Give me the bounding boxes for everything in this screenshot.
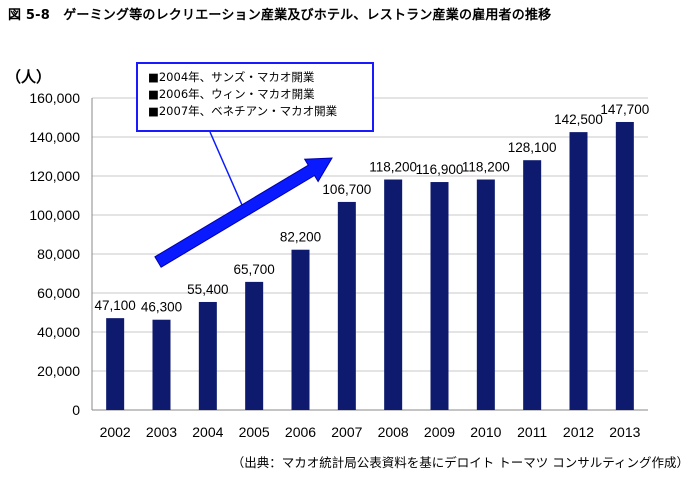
bar xyxy=(245,281,264,410)
value-label: 118,200 xyxy=(369,160,417,175)
annotation-line: ■2006年、ウィン・マカオ開業 xyxy=(148,87,315,101)
value-label: 65,700 xyxy=(234,262,275,277)
y-tick-label: 120,000 xyxy=(29,168,80,184)
bar xyxy=(523,160,542,410)
bar xyxy=(569,132,588,410)
y-tick-label: 20,000 xyxy=(37,363,80,379)
growth-arrow xyxy=(154,131,333,268)
bar xyxy=(152,319,171,410)
value-label: 47,100 xyxy=(95,298,136,313)
y-tick-label: 140,000 xyxy=(29,129,80,145)
value-label: 142,500 xyxy=(554,112,603,127)
x-tick-labels: 2002 2003 2004 2005 2006 2007 2008 2009 2010 2011… xyxy=(100,424,641,440)
bar xyxy=(106,318,125,410)
value-label: 147,700 xyxy=(600,102,649,117)
x-tick-label: 2010 xyxy=(470,424,501,440)
source-note: （出典：マカオ統計局公表資料を基にデロイト トーマツ コンサルティング作成） xyxy=(231,455,689,470)
growth-arrow-shape xyxy=(154,157,333,268)
chart-title: 図 5-8 ゲーミング等のレクリエーション産業及びホテル、レストラン産業の雇用者… xyxy=(8,8,552,23)
bar xyxy=(291,249,310,410)
bar xyxy=(430,182,449,410)
x-tick-label: 2007 xyxy=(331,424,362,440)
annotation-line: ■2007年、ベネチアン・マカオ開業 xyxy=(148,104,338,118)
x-tick-label: 2004 xyxy=(192,424,223,440)
x-tick-label: 2005 xyxy=(239,424,270,440)
y-tick-label: 60,000 xyxy=(37,285,80,301)
y-tick-label: 40,000 xyxy=(37,324,80,340)
bar xyxy=(198,301,217,410)
annotation-connector xyxy=(209,131,243,206)
value-labels: 47,100 46,300 55,400 65,700 82,200 106,700 118… xyxy=(95,102,650,315)
x-tick-label: 2011 xyxy=(517,424,547,440)
bar xyxy=(337,201,356,410)
value-label: 46,300 xyxy=(141,300,182,315)
y-tick-label: 0 xyxy=(72,402,80,418)
x-tick-label: 2002 xyxy=(100,424,131,440)
value-label: 118,200 xyxy=(462,160,510,175)
x-tick-label: 2012 xyxy=(563,424,594,440)
y-tick-labels: 0 20,000 40,000 60,000 80,000 100,000 120,000 1… xyxy=(29,90,80,418)
y-tick-label: 80,000 xyxy=(37,246,80,262)
annotation-box: ■2004年、サンズ・マカオ開業 ■2006年、ウィン・マカオ開業 ■2007年… xyxy=(136,62,374,132)
annotation-line: ■2004年、サンズ・マカオ開業 xyxy=(148,70,315,84)
bar xyxy=(384,179,403,410)
y-tick-label: 160,000 xyxy=(29,90,80,106)
x-tick-label: 2003 xyxy=(146,424,177,440)
bars xyxy=(106,121,634,411)
value-label: 116,900 xyxy=(416,162,464,177)
value-label: 128,100 xyxy=(508,140,557,155)
value-label: 106,700 xyxy=(322,182,371,197)
x-tick-label: 2008 xyxy=(378,424,409,440)
bar xyxy=(476,179,495,410)
x-tick-label: 2009 xyxy=(424,424,455,440)
value-label: 82,200 xyxy=(280,230,321,245)
y-tick-label: 100,000 xyxy=(29,207,80,223)
value-label: 55,400 xyxy=(187,282,228,297)
bar xyxy=(615,121,634,411)
y-axis-unit: （人） xyxy=(6,68,51,86)
x-tick-label: 2013 xyxy=(609,424,640,440)
x-tick-label: 2006 xyxy=(285,424,316,440)
